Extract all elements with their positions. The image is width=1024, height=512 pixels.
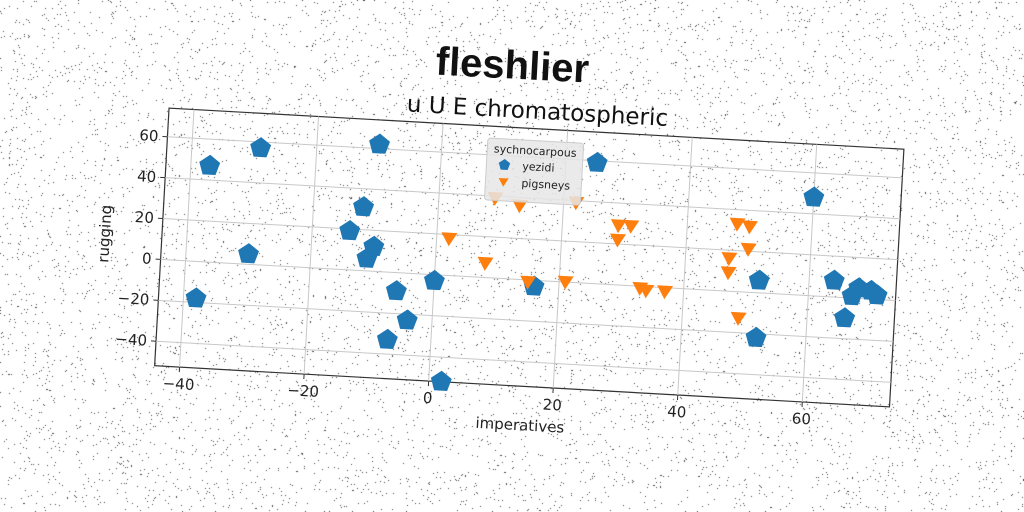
y-tick-label: 40 bbox=[137, 167, 157, 186]
legend-marker-yezidi bbox=[498, 158, 511, 171]
point-pigsneys bbox=[511, 199, 528, 214]
y-tick-label: 0 bbox=[142, 249, 153, 268]
point-yezidi bbox=[834, 307, 856, 328]
x-tick-label: 0 bbox=[422, 389, 433, 408]
y-grid-line bbox=[158, 299, 894, 342]
point-pigsneys bbox=[441, 232, 458, 247]
point-yezidi bbox=[385, 280, 407, 301]
point-pigsneys bbox=[730, 311, 747, 326]
point-pigsneys bbox=[740, 242, 757, 257]
point-pigsneys bbox=[638, 284, 655, 299]
point-yezidi bbox=[424, 269, 445, 291]
point-pigsneys bbox=[741, 220, 758, 235]
tick-marks: −40 −20 0 20 40 60 −40 −20 0 20 40 60 bbox=[115, 126, 811, 428]
point-yezidi bbox=[745, 326, 767, 348]
point-pigsneys bbox=[477, 256, 494, 271]
point-yezidi bbox=[199, 154, 221, 176]
point-pigsneys bbox=[610, 219, 627, 234]
point-pigsneys bbox=[729, 217, 746, 232]
point-pigsneys bbox=[520, 275, 537, 290]
y-tick-label: −20 bbox=[117, 289, 150, 309]
y-tick-label: 20 bbox=[134, 208, 154, 227]
point-yezidi bbox=[586, 151, 608, 173]
y-grid-line bbox=[155, 340, 891, 383]
x-grid-line bbox=[179, 109, 195, 368]
legend-label-pigsneys: pigsneys bbox=[521, 177, 571, 193]
point-yezidi bbox=[396, 309, 418, 330]
point-pigsneys bbox=[557, 275, 574, 290]
y-tick-label: 60 bbox=[139, 126, 159, 145]
x-axis-label: imperatives bbox=[475, 414, 565, 437]
x-tick-label: −20 bbox=[287, 381, 320, 401]
legend-label-yezidi: yezidi bbox=[522, 160, 555, 175]
point-yezidi bbox=[803, 186, 825, 207]
chart-title: u U E chromatospheric bbox=[406, 91, 669, 132]
point-yezidi bbox=[430, 370, 452, 392]
point-yezidi bbox=[250, 137, 272, 158]
point-yezidi bbox=[376, 328, 398, 350]
point-yezidi bbox=[185, 287, 207, 308]
x-tick-label: 40 bbox=[667, 402, 687, 421]
data-points bbox=[185, 133, 888, 392]
x-grid-line bbox=[677, 137, 693, 396]
point-yezidi bbox=[823, 269, 845, 290]
plot-area: −40 −20 0 20 40 60 −40 −20 0 20 40 60 sychnocarpous… bbox=[94, 91, 905, 437]
x-grid-line bbox=[428, 123, 444, 382]
axes-frame bbox=[154, 107, 905, 408]
x-tick-label: −40 bbox=[162, 374, 195, 394]
point-pigsneys bbox=[657, 285, 674, 300]
x-grid-line bbox=[801, 144, 818, 402]
y-axis-label: rugging bbox=[94, 204, 115, 263]
legend-box bbox=[484, 137, 585, 206]
point-pigsneys bbox=[623, 219, 640, 234]
legend-marker-pigsneys bbox=[498, 177, 509, 187]
point-yezidi bbox=[339, 220, 361, 241]
point-yezidi bbox=[369, 133, 391, 154]
point-pigsneys bbox=[720, 266, 737, 281]
point-yezidi bbox=[238, 243, 259, 264]
point-pigsneys bbox=[610, 233, 627, 248]
point-yezidi bbox=[866, 284, 888, 305]
point-pigsneys bbox=[721, 252, 738, 267]
y-grid-line bbox=[162, 218, 898, 261]
x-tick-label: 60 bbox=[791, 409, 811, 428]
x-tick-label: 20 bbox=[542, 395, 562, 414]
y-tick-label: −40 bbox=[115, 330, 148, 350]
point-yezidi bbox=[748, 269, 770, 290]
x-grid-line bbox=[303, 116, 320, 375]
point-yezidi bbox=[356, 247, 378, 268]
point-yezidi bbox=[353, 196, 375, 217]
legend-title: sychnocarpous bbox=[494, 142, 578, 160]
